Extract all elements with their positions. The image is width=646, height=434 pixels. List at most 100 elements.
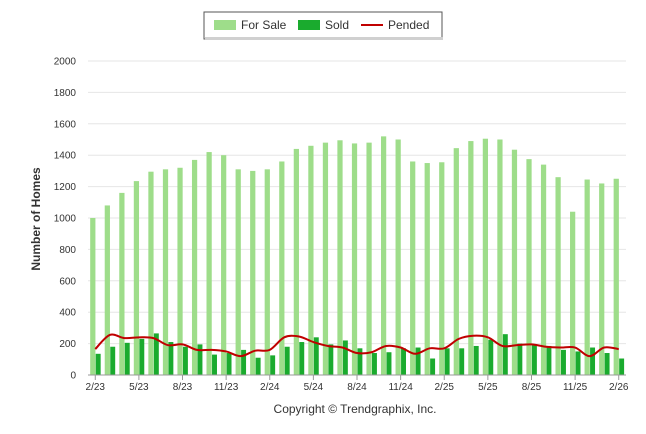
bar-sold bbox=[444, 348, 450, 375]
bar-sold bbox=[241, 349, 247, 375]
legend-label-sold: Sold bbox=[325, 18, 349, 32]
bar-for-sale bbox=[279, 161, 285, 375]
bar-sold bbox=[124, 342, 130, 375]
series-for-sale bbox=[90, 136, 619, 375]
bar-for-sale bbox=[162, 169, 169, 375]
y-tick-label: 1000 bbox=[54, 214, 77, 225]
bar-sold bbox=[502, 334, 508, 375]
bar-for-sale bbox=[453, 148, 459, 375]
bar-sold bbox=[415, 347, 421, 375]
bar-sold bbox=[546, 345, 552, 375]
bar-sold bbox=[604, 353, 610, 375]
bar-sold bbox=[299, 342, 305, 375]
y-axis-title: Number of Homes bbox=[29, 167, 43, 271]
bar-for-sale bbox=[221, 155, 227, 375]
bar-sold bbox=[531, 345, 537, 375]
bar-for-sale bbox=[599, 183, 605, 375]
bar-sold bbox=[182, 346, 188, 375]
bar-sold bbox=[284, 346, 290, 375]
x-tick-label: 11/24 bbox=[388, 382, 413, 393]
bar-for-sale bbox=[468, 141, 474, 375]
bar-for-sale bbox=[322, 142, 329, 375]
bar-sold bbox=[212, 354, 217, 375]
y-tick-label: 200 bbox=[59, 339, 76, 350]
bar-sold bbox=[168, 342, 174, 375]
bar-for-sale bbox=[366, 142, 372, 375]
y-tick-label: 400 bbox=[59, 308, 76, 319]
bar-for-sale bbox=[119, 192, 125, 375]
x-tick-label: 11/23 bbox=[214, 382, 239, 393]
legend-label-pended: Pended bbox=[388, 18, 429, 32]
legend-label-for-sale: For Sale bbox=[241, 18, 287, 32]
x-tick-label: 8/23 bbox=[173, 382, 193, 393]
bar-sold bbox=[226, 353, 232, 375]
bar-sold bbox=[342, 340, 348, 375]
x-tick-label: 5/23 bbox=[129, 382, 149, 393]
bar-for-sale bbox=[526, 159, 532, 375]
bar-for-sale bbox=[540, 164, 547, 375]
x-tick-label: 2/25 bbox=[435, 382, 455, 393]
bar-for-sale bbox=[497, 139, 503, 375]
bar-for-sale bbox=[482, 138, 489, 375]
bar-sold bbox=[95, 353, 101, 375]
legend-swatch-sold bbox=[298, 20, 320, 30]
y-tick-label: 1600 bbox=[54, 119, 77, 130]
bar-for-sale bbox=[555, 177, 561, 375]
bar-sold bbox=[153, 333, 159, 375]
bar-sold bbox=[110, 346, 116, 375]
y-tick-label: 2000 bbox=[54, 57, 77, 68]
bar-sold bbox=[473, 345, 479, 375]
bar-for-sale bbox=[250, 170, 256, 375]
bar-for-sale bbox=[613, 178, 619, 375]
series-pended bbox=[94, 333, 619, 358]
bar-for-sale bbox=[570, 211, 576, 375]
bar-sold bbox=[590, 347, 596, 375]
x-tick-label: 8/24 bbox=[347, 382, 367, 393]
bar-sold bbox=[459, 348, 465, 375]
bar-sold bbox=[139, 338, 145, 375]
x-tick-label: 5/24 bbox=[304, 382, 324, 393]
bar-sold bbox=[561, 349, 566, 375]
bar-sold bbox=[401, 348, 407, 375]
bar-for-sale bbox=[264, 169, 270, 375]
bar-sold bbox=[488, 339, 494, 375]
bar-for-sale bbox=[191, 159, 198, 375]
y-tick-label: 0 bbox=[70, 371, 76, 382]
bar-sold bbox=[357, 348, 363, 375]
bar-for-sale bbox=[410, 161, 416, 375]
bar-sold bbox=[197, 344, 203, 375]
bar-sold bbox=[313, 337, 319, 375]
copyright: Copyright © Trendgraphix, Inc. bbox=[274, 402, 437, 416]
bar-for-sale bbox=[337, 140, 343, 375]
bar-for-sale bbox=[90, 218, 96, 375]
x-tick-label: 5/25 bbox=[478, 382, 498, 393]
legend: For Sale Sold Pended bbox=[203, 11, 443, 40]
bar-sold bbox=[270, 355, 276, 375]
bar-sold bbox=[575, 351, 581, 375]
y-tick-label: 600 bbox=[59, 276, 76, 287]
bar-sold bbox=[517, 343, 523, 375]
y-axis-ticks: 0 200 400 600 800 1000 1200 1400 1600 1800 2000 bbox=[54, 57, 77, 382]
bar-for-sale bbox=[293, 148, 299, 375]
line-pended bbox=[94, 333, 619, 358]
bar-for-sale bbox=[395, 139, 401, 375]
bar-sold bbox=[255, 357, 261, 375]
bar-for-sale bbox=[148, 171, 154, 375]
legend-swatch-for-sale bbox=[214, 20, 236, 30]
bar-sold bbox=[328, 344, 334, 375]
x-tick-label: 2/23 bbox=[86, 382, 106, 393]
bar-for-sale bbox=[133, 181, 140, 375]
bar-for-sale bbox=[206, 152, 212, 375]
bar-for-sale bbox=[308, 145, 314, 375]
x-tick-label: 2/24 bbox=[260, 382, 280, 393]
bar-sold bbox=[386, 352, 392, 375]
x-tick-label: 11/25 bbox=[563, 382, 588, 393]
bar-for-sale bbox=[380, 136, 387, 375]
bar-for-sale bbox=[351, 143, 358, 375]
bar-for-sale bbox=[104, 205, 110, 375]
y-tick-label: 1800 bbox=[54, 88, 77, 99]
y-tick-label: 1200 bbox=[54, 182, 77, 193]
x-tick-label: 2/26 bbox=[609, 382, 629, 393]
bar-sold bbox=[619, 358, 625, 375]
